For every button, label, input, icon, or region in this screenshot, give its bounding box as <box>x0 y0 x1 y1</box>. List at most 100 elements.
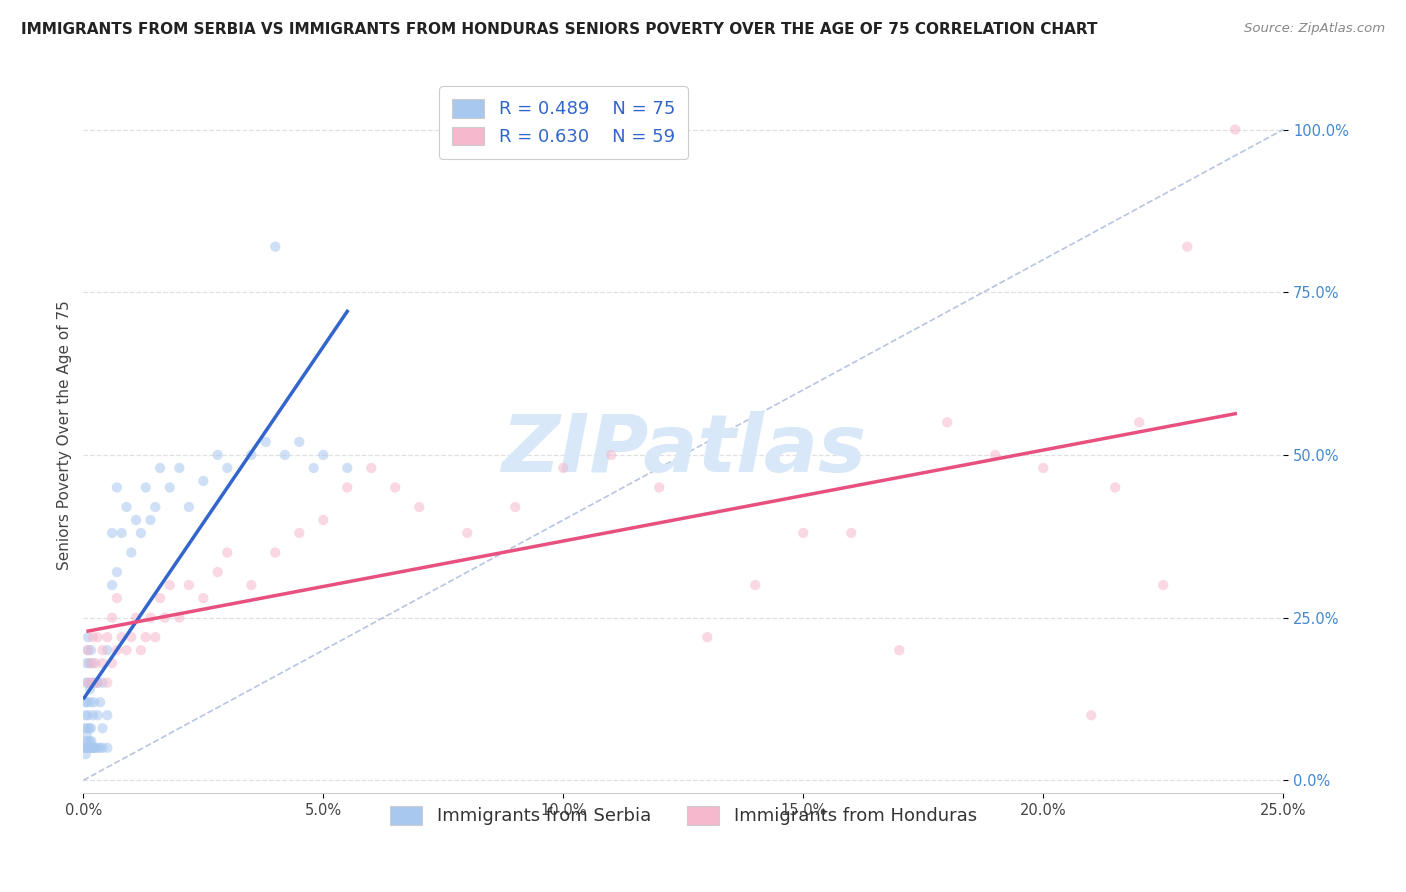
Point <box>408 500 430 514</box>
Point <box>75 708 97 723</box>
Point <box>84 675 107 690</box>
Point <box>105 643 128 657</box>
Point <box>129 526 152 541</box>
Point <box>76 728 98 742</box>
Point <box>105 480 128 494</box>
Legend: Immigrants from Serbia, Immigrants from Honduras: Immigrants from Serbia, Immigrants from … <box>381 797 986 834</box>
Point <box>936 416 959 430</box>
Point <box>101 526 124 541</box>
Point <box>125 513 148 527</box>
Point <box>105 591 128 606</box>
Point <box>89 740 111 755</box>
Point <box>984 448 1007 462</box>
Point <box>105 565 128 579</box>
Point <box>79 695 101 709</box>
Point <box>83 740 105 755</box>
Point <box>312 448 335 462</box>
Point <box>1128 416 1150 430</box>
Point <box>288 526 311 541</box>
Point <box>111 630 134 644</box>
Point <box>792 526 814 541</box>
Point <box>75 734 97 748</box>
Point <box>80 734 103 748</box>
Point <box>79 682 101 697</box>
Point <box>1152 578 1174 592</box>
Point <box>79 656 101 670</box>
Point <box>696 630 718 644</box>
Point <box>77 675 100 690</box>
Point <box>135 480 157 494</box>
Point <box>80 721 103 735</box>
Point <box>82 675 104 690</box>
Point <box>159 480 181 494</box>
Point <box>84 740 107 755</box>
Point <box>288 434 311 449</box>
Point <box>177 578 200 592</box>
Point <box>115 500 138 514</box>
Point <box>336 461 359 475</box>
Point <box>839 526 862 541</box>
Y-axis label: Seniors Poverty Over the Age of 75: Seniors Poverty Over the Age of 75 <box>58 301 72 570</box>
Point <box>75 695 97 709</box>
Point <box>75 740 97 755</box>
Point <box>143 500 166 514</box>
Point <box>120 630 142 644</box>
Point <box>553 461 575 475</box>
Point <box>169 461 191 475</box>
Point <box>77 675 100 690</box>
Point <box>503 500 526 514</box>
Point <box>77 708 100 723</box>
Point <box>77 643 100 657</box>
Point <box>1175 240 1198 254</box>
Point <box>177 500 200 514</box>
Point <box>84 656 107 670</box>
Point <box>76 740 98 755</box>
Point <box>96 708 118 723</box>
Point <box>76 656 98 670</box>
Point <box>149 461 172 475</box>
Point <box>73 721 96 735</box>
Point <box>600 448 623 462</box>
Point <box>1080 708 1102 723</box>
Point <box>82 740 104 755</box>
Text: ZIPatlas: ZIPatlas <box>501 410 866 489</box>
Point <box>76 721 98 735</box>
Point <box>91 721 114 735</box>
Point <box>744 578 766 592</box>
Point <box>240 578 263 592</box>
Point <box>79 740 101 755</box>
Point <box>101 610 124 624</box>
Point <box>86 740 108 755</box>
Point <box>79 734 101 748</box>
Point <box>153 610 176 624</box>
Point <box>101 578 124 592</box>
Point <box>82 630 104 644</box>
Point <box>139 610 162 624</box>
Point <box>207 448 229 462</box>
Point <box>77 740 100 755</box>
Point <box>82 656 104 670</box>
Point <box>125 610 148 624</box>
Point <box>91 675 114 690</box>
Point <box>312 513 335 527</box>
Point <box>139 513 162 527</box>
Point <box>86 630 108 644</box>
Point <box>86 708 108 723</box>
Point <box>86 675 108 690</box>
Point <box>217 545 239 559</box>
Point <box>76 695 98 709</box>
Point <box>76 643 98 657</box>
Point <box>1225 122 1247 136</box>
Point <box>129 643 152 657</box>
Point <box>149 591 172 606</box>
Point <box>101 656 124 670</box>
Point <box>96 740 118 755</box>
Point <box>91 643 114 657</box>
Point <box>77 630 100 644</box>
Point <box>264 240 287 254</box>
Point <box>86 675 108 690</box>
Point <box>169 610 191 624</box>
Point <box>360 461 382 475</box>
Point <box>254 434 277 449</box>
Point <box>207 565 229 579</box>
